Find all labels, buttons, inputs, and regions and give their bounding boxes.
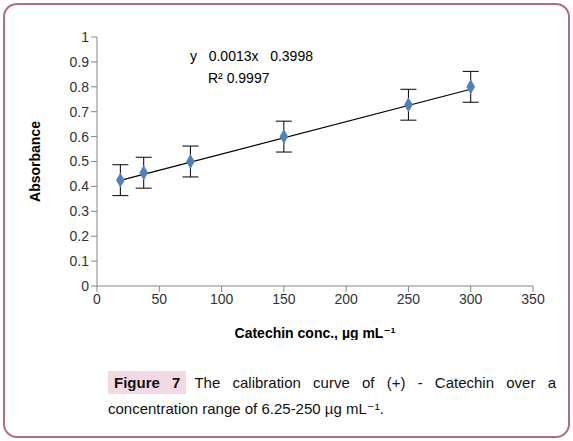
svg-text:200: 200: [334, 291, 358, 307]
svg-text:Absorbance: Absorbance: [27, 121, 43, 202]
svg-text:350: 350: [521, 291, 545, 307]
html-text:R² 0.9997: R² 0.9997: [208, 70, 270, 86]
svg-text:0.2: 0.2: [70, 228, 90, 244]
html-text:Figure 7: Figure 7: [114, 374, 181, 391]
svg-text:0.9: 0.9: [70, 54, 90, 70]
svg-text:250: 250: [397, 291, 421, 307]
svg-text:0.3: 0.3: [70, 203, 90, 219]
svg-text:100: 100: [210, 291, 234, 307]
html-text:The calibration curve of (+) -: The calibration curve of (+) - Catechin …: [108, 374, 556, 417]
svg-text:0: 0: [93, 291, 101, 307]
svg-text:0.7: 0.7: [70, 104, 90, 120]
svg-text:50: 50: [151, 291, 167, 307]
svg-text:0.1: 0.1: [70, 253, 90, 269]
svg-text:1: 1: [81, 29, 89, 45]
svg-text:Catechin conc., µg mL⁻¹: Catechin conc., µg mL⁻¹: [235, 325, 396, 340]
svg-text:0.8: 0.8: [70, 79, 90, 95]
svg-text:0: 0: [81, 278, 89, 294]
svg-text:300: 300: [459, 291, 483, 307]
svg-text:0.5: 0.5: [70, 153, 90, 169]
svg-text:150: 150: [272, 291, 296, 307]
html-text:y 0.0013x 0.3998: y 0.0013x 0.3998: [190, 48, 313, 64]
svg-text:0.6: 0.6: [70, 129, 90, 145]
svg-text:0.4: 0.4: [70, 178, 90, 194]
